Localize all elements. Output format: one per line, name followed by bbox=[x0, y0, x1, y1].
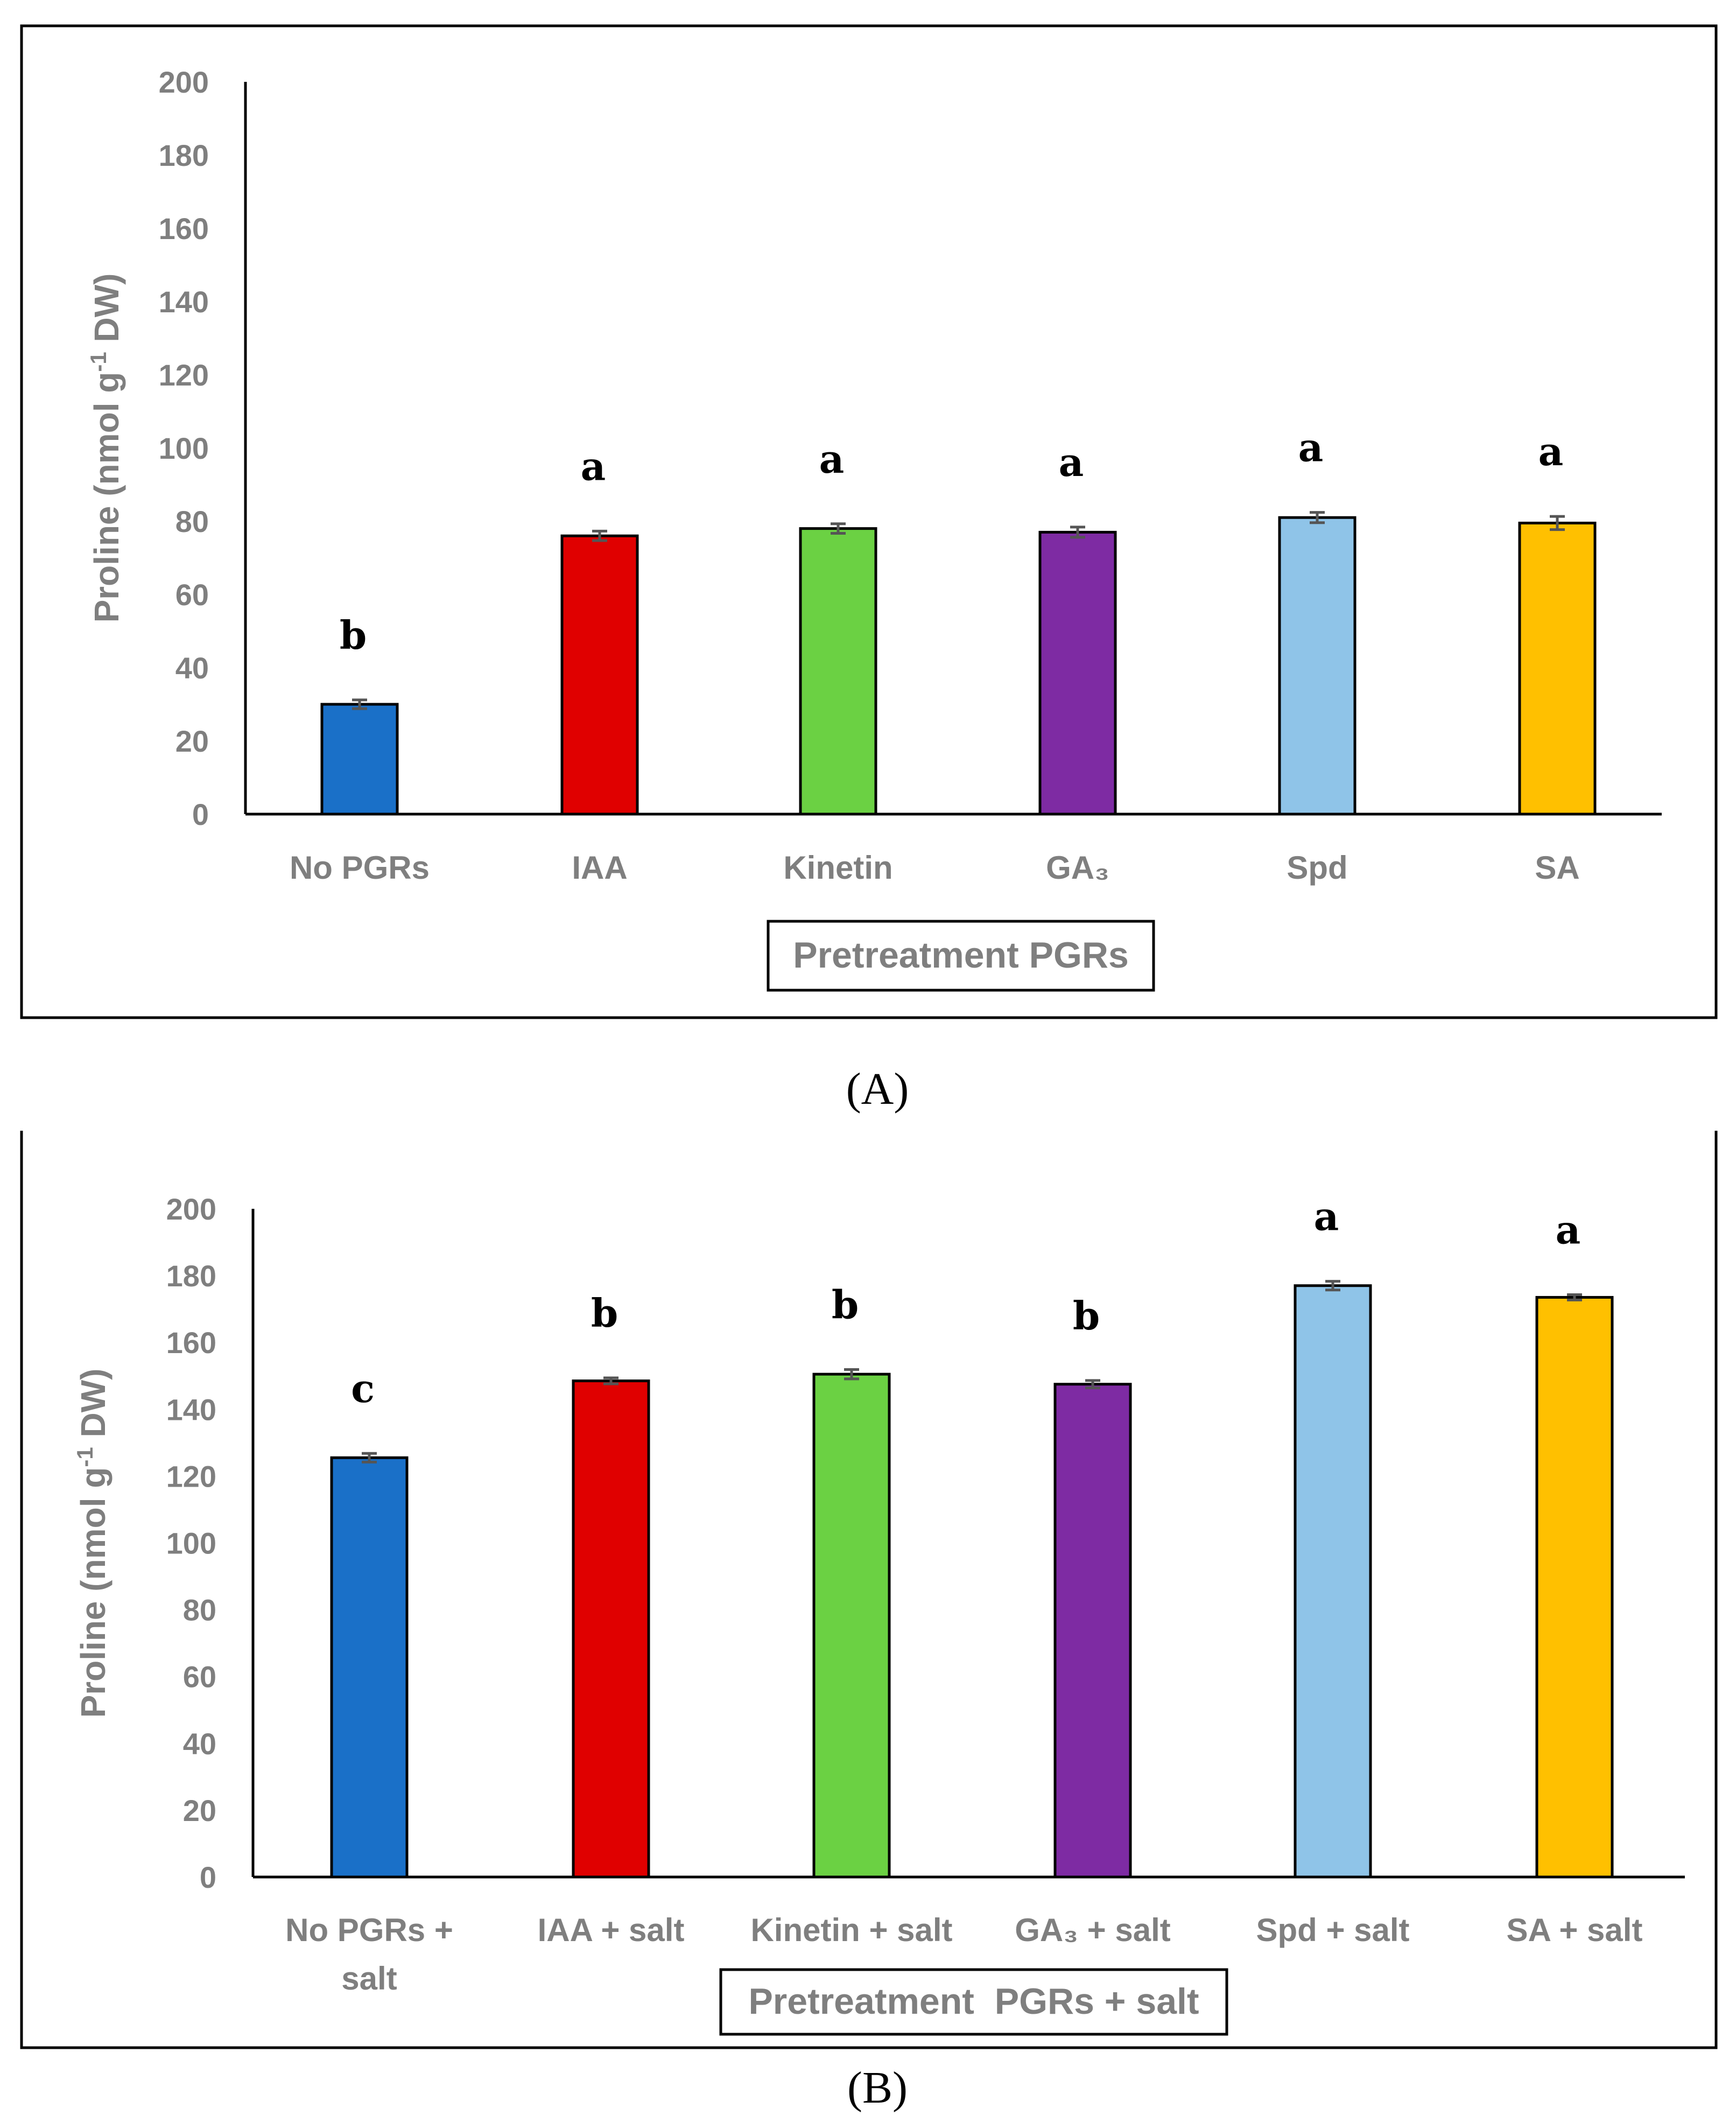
panel-b-y-tick-label: 80 bbox=[183, 1593, 216, 1627]
panel-a-y-tick-label: 160 bbox=[159, 212, 209, 246]
panel-b-label: (B) bbox=[847, 2063, 908, 2113]
panel-b-y-tick-label: 180 bbox=[166, 1259, 216, 1293]
panel-a-category-label: No PGRs bbox=[290, 850, 430, 886]
panel-b-error-bar bbox=[362, 1452, 377, 1463]
panel-a-chart: 0 20 40 60 80 100 120 140 160 180 200 No PGRs IAA Ki… bbox=[20, 24, 1718, 1019]
panel-b-chart: 0 20 40 60 80 100 120 140 160 180 200 No PGRs + sal… bbox=[20, 1131, 1718, 2049]
panel-a-x-axis-title: Pretreatment PGRs bbox=[793, 935, 1129, 976]
panel-b-bar bbox=[330, 1456, 409, 1879]
panel-b-error-bar bbox=[844, 1368, 859, 1381]
panel-b-y-tick-label: 0 bbox=[200, 1860, 216, 1894]
panel-b-category-label: Kinetin + salt bbox=[750, 1912, 952, 1948]
panel-a-bar bbox=[1518, 521, 1597, 816]
panel-b-y-tick-label: 100 bbox=[166, 1526, 216, 1560]
panel-b-x-axis-title-box bbox=[719, 1968, 1228, 2036]
panel-a-y-axis-label: Proline (nmol g-1 DW) bbox=[86, 274, 126, 623]
panel-a-y-tick-label: 60 bbox=[175, 578, 209, 612]
panel-b-bar bbox=[572, 1379, 650, 1879]
panel-b-y-tick-label: 200 bbox=[166, 1192, 216, 1226]
panel-a-y-tick-label: 140 bbox=[159, 285, 209, 319]
panel-a-significance-letter: a bbox=[581, 443, 606, 489]
panel-a-y-tick-label: 80 bbox=[175, 505, 209, 538]
panel-a-y-tick-label: 40 bbox=[175, 651, 209, 685]
panel-a-x-axis-title-box bbox=[767, 920, 1155, 992]
panel-a-error-bar bbox=[1550, 515, 1565, 531]
panel-a-label: (A) bbox=[846, 1064, 909, 1114]
panel-a-significance-letter: b bbox=[340, 612, 367, 658]
panel-b-significance-letter: b bbox=[1073, 1293, 1100, 1339]
panel-b-y-tick-label: 60 bbox=[183, 1660, 216, 1694]
panel-b-category-label: IAA + salt bbox=[538, 1912, 685, 1948]
panel-b-y-tick-label: 40 bbox=[183, 1727, 216, 1761]
panel-a-bar bbox=[1038, 530, 1117, 816]
panel-a-category-label: Kinetin bbox=[783, 850, 892, 886]
panel-b-significance-letter: c bbox=[351, 1365, 375, 1411]
panel-b-y-tick-label: 160 bbox=[166, 1326, 216, 1360]
panel-b-bar bbox=[812, 1372, 891, 1879]
panel-a-error-bar bbox=[1070, 526, 1085, 539]
panel-b-y-tick-label: 120 bbox=[166, 1459, 216, 1493]
panel-a-y-tick-label: 0 bbox=[192, 797, 209, 831]
panel-a-category-label: IAA bbox=[572, 850, 627, 886]
panel-a-error-bar bbox=[592, 529, 607, 542]
panel-a-error-bar bbox=[831, 522, 846, 535]
panel-a-significance-letter: a bbox=[1538, 429, 1564, 474]
panel-a-bar bbox=[1278, 516, 1357, 816]
panel-b-frame bbox=[20, 1131, 1718, 2049]
panel-b-x-axis-title: Pretreatment PGRs + salt bbox=[748, 1981, 1199, 2022]
panel-a-y-tick-label: 100 bbox=[159, 431, 209, 465]
panel-b-error-bar bbox=[1567, 1293, 1582, 1301]
panel-b-error-bar bbox=[603, 1376, 619, 1385]
panel-a-category-label: GA₃ bbox=[1046, 850, 1109, 886]
panel-a-bar bbox=[560, 534, 639, 816]
panel-b-error-bar bbox=[1085, 1379, 1100, 1390]
panel-a-y-tick-label: 20 bbox=[175, 724, 209, 758]
panel-b-bar bbox=[1535, 1295, 1614, 1879]
panel-b-bar bbox=[1053, 1383, 1132, 1879]
panel-b-significance-letter: b bbox=[832, 1281, 859, 1327]
panel-b-category-label: GA₃ + salt bbox=[1015, 1912, 1171, 1948]
panel-b-category-label: Spd + salt bbox=[1256, 1912, 1409, 1948]
panel-b-significance-letter: a bbox=[1556, 1207, 1581, 1252]
panel-b-y-tick-label: 140 bbox=[166, 1392, 216, 1426]
panel-a-y-tick-label: 120 bbox=[159, 358, 209, 392]
panel-a-bar bbox=[799, 527, 877, 816]
panel-b-significance-letter: a bbox=[1314, 1194, 1339, 1239]
panel-a-frame bbox=[20, 24, 1718, 1019]
panel-a-category-label: SA bbox=[1535, 850, 1579, 886]
panel-b-y-tick-label: 20 bbox=[183, 1794, 216, 1827]
panel-a-significance-letter: a bbox=[819, 436, 845, 482]
panel-b-bar bbox=[1294, 1284, 1372, 1879]
panel-a-error-bar bbox=[352, 698, 367, 710]
panel-b-y-axis-label: Proline (nmol g-1 DW) bbox=[72, 1369, 113, 1718]
panel-b-error-bar bbox=[1325, 1280, 1340, 1292]
panel-b-significance-letter: b bbox=[591, 1290, 618, 1336]
panel-a-y-tick-label: 180 bbox=[159, 138, 209, 172]
panel-b-category-label: No PGRs + salt bbox=[285, 1912, 453, 1997]
panel-a-error-bar bbox=[1310, 511, 1325, 524]
panel-a-category-label: Spd bbox=[1287, 850, 1347, 886]
panel-a-y-tick-label: 200 bbox=[159, 65, 209, 99]
panel-a-bar bbox=[320, 703, 399, 816]
panel-a-significance-letter: a bbox=[1059, 439, 1084, 485]
panel-a-significance-letter: a bbox=[1298, 425, 1324, 471]
panel-b-category-label: SA + salt bbox=[1507, 1912, 1643, 1948]
